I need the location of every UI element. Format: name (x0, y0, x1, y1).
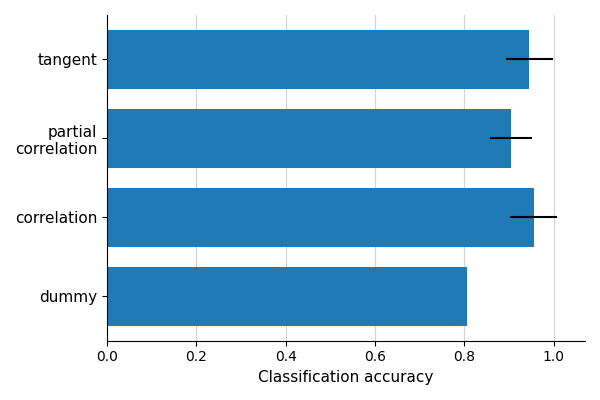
Bar (107, 267, 467, 326)
Bar (107, 109, 511, 168)
Bar (107, 30, 529, 89)
Bar (107, 188, 533, 247)
X-axis label: Classification accuracy: Classification accuracy (259, 370, 434, 385)
